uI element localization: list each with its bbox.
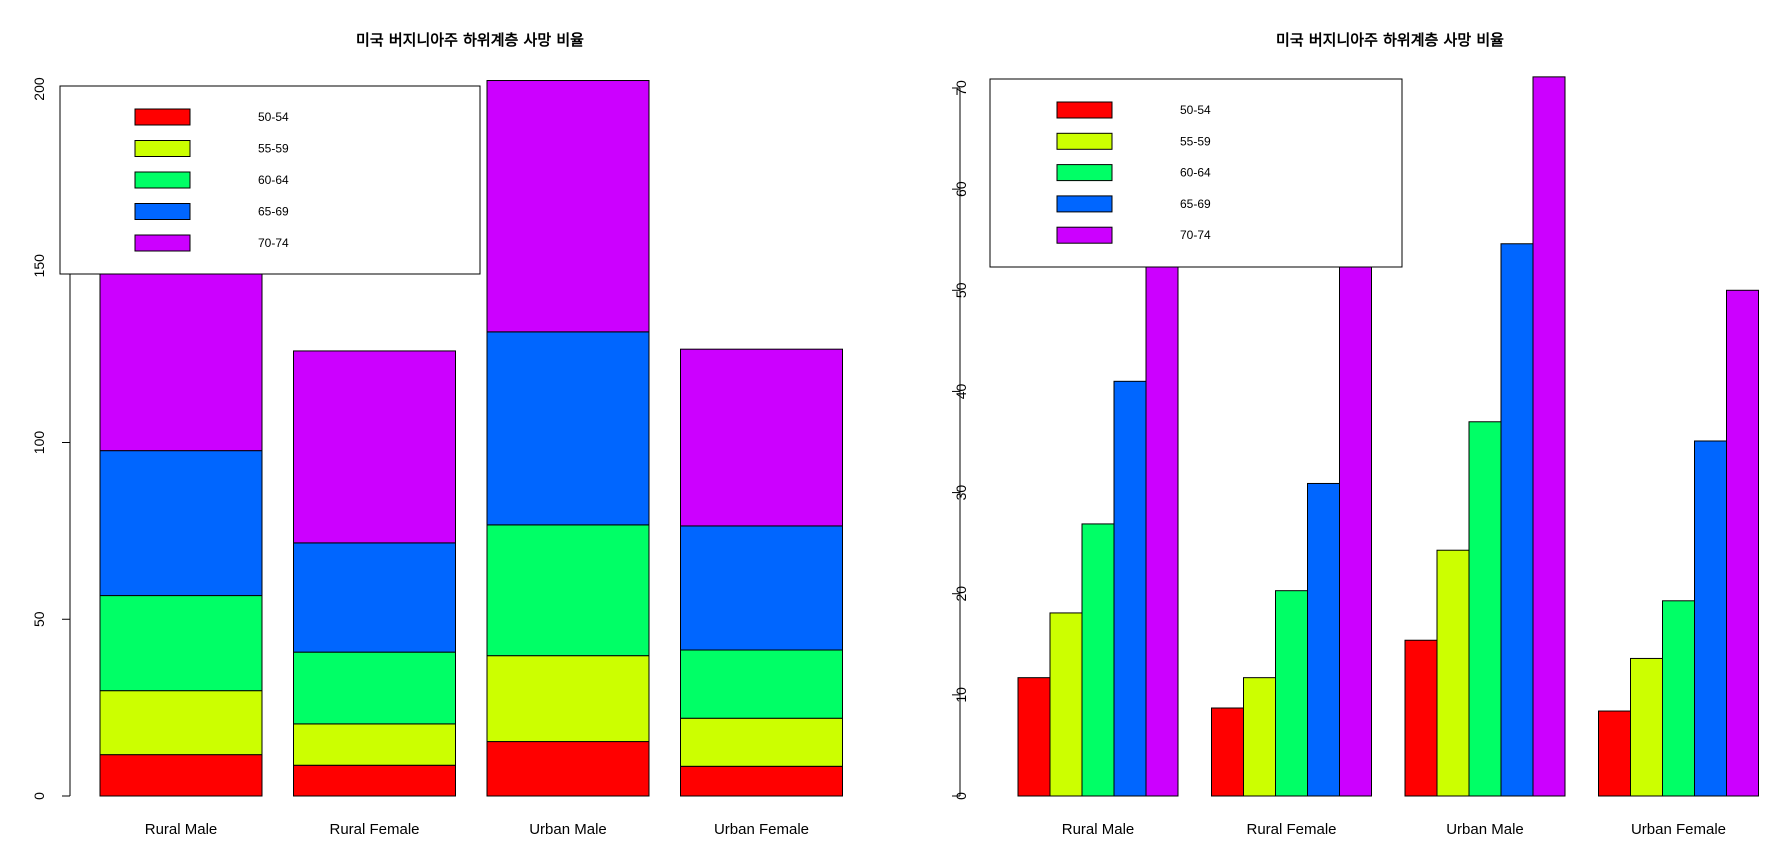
bar-urban-male-65-69: [486, 331, 650, 526]
bar-urban-male-55-59: [486, 655, 650, 743]
y-tick-label: 30: [953, 485, 969, 501]
y-tick-label: 200: [31, 77, 47, 101]
x-category-label: Rural Female: [1246, 821, 1336, 838]
bar-rural-female-70-74: [293, 350, 456, 544]
y-tick-label: 0: [953, 792, 969, 800]
bar-rural-female-65-69: [1307, 482, 1340, 797]
bar-rural-male-65-69: [99, 450, 263, 597]
bar-urban-female-50-54: [680, 765, 843, 797]
x-category-label: Rural Male: [145, 821, 218, 838]
grouped-bars: [1017, 76, 1759, 797]
legend: 50-54 55-59 60-64 65-69 70-74: [989, 78, 1403, 268]
x-category-label: Urban Male: [1446, 821, 1524, 838]
legend-swatch-50-54: [134, 108, 191, 126]
chart-title: 미국 버지니아주 하위계층 사망 비율: [1276, 31, 1504, 49]
legend-label: 60-64: [1180, 166, 1211, 180]
y-tick-label: 40: [953, 383, 969, 399]
legend-swatch-70-74: [1056, 226, 1113, 244]
legend-label: 55-59: [1180, 134, 1211, 148]
bar-rural-female-60-64: [293, 651, 456, 725]
x-axis-labels: Rural Male Rural Female Urban Male Urban Fe…: [145, 821, 809, 838]
bar-rural-male-60-64: [99, 595, 263, 692]
bar-rural-male-50-54: [99, 754, 263, 797]
legend-swatch-50-54: [1056, 101, 1113, 119]
legend-box: [59, 85, 481, 275]
bar-urban-male-60-64: [1468, 421, 1502, 797]
x-axis-labels: Rural Male Rural Female Urban Male Urban Fe…: [1062, 821, 1726, 838]
legend-label: 50-54: [258, 110, 289, 124]
stacked-bar-chart: 미국 버지니아주 하위계층 사망 비율 0 50 100 150 200 Rural M…: [31, 31, 843, 838]
y-tick-label: 60: [953, 181, 969, 197]
legend-swatch-65-69: [134, 203, 191, 220]
legend: 50-54 55-59 60-64 65-69 70-74: [59, 85, 481, 275]
legend-swatch-55-59: [1056, 132, 1113, 150]
y-tick-label: 20: [953, 586, 969, 602]
x-category-label: Urban Male: [529, 821, 607, 838]
bar-urban-female-60-64: [680, 649, 843, 719]
legend-swatch-65-69: [1056, 195, 1113, 213]
bar-rural-female-50-54: [1211, 707, 1244, 797]
bar-rural-female-70-74: [1339, 246, 1372, 797]
bar-urban-female-50-54: [1598, 710, 1631, 797]
y-tick-label: 0: [31, 792, 47, 800]
bar-rural-male-55-59: [99, 690, 263, 756]
legend-label: 70-74: [258, 236, 289, 250]
bar-urban-female-65-69: [1694, 440, 1727, 797]
bar-urban-female-55-59: [680, 717, 843, 767]
bar-rural-male-65-69: [1113, 380, 1147, 797]
bar-rural-male-50-54: [1017, 677, 1051, 797]
y-tick-label: 150: [31, 254, 47, 278]
y-tick-label: 100: [31, 431, 47, 455]
y-tick-label: 70: [953, 80, 969, 96]
bar-urban-female-70-74: [1726, 289, 1759, 797]
bar-rural-female-50-54: [293, 764, 456, 797]
bar-urban-male-50-54: [486, 741, 650, 797]
y-tick-label: 50: [31, 611, 47, 627]
legend-label: 70-74: [1180, 228, 1211, 242]
bar-urban-male-50-54: [1404, 639, 1438, 797]
x-category-label: Urban Female: [714, 821, 809, 838]
bar-urban-female-55-59: [1630, 657, 1663, 797]
bar-urban-male-55-59: [1436, 549, 1470, 797]
bar-urban-male-60-64: [486, 524, 650, 657]
legend-label: 60-64: [258, 173, 289, 187]
x-category-label: Urban Female: [1631, 821, 1726, 838]
bar-rural-female-65-69: [293, 542, 456, 653]
bar-urban-female-65-69: [680, 525, 843, 651]
legend-swatch-55-59: [134, 140, 191, 157]
y-tick-label: 10: [953, 687, 969, 703]
legend-swatch-60-64: [134, 171, 191, 189]
legend-label: 55-59: [258, 142, 289, 156]
legend-swatch-70-74: [134, 234, 191, 252]
grouped-bar-chart: 미국 버지니아주 하위계층 사망 비율 0 10 20 30 40 50 60 70 Rura…: [952, 31, 1759, 838]
bar-rural-female-55-59: [1243, 677, 1276, 797]
bar-rural-female-60-64: [1275, 590, 1308, 797]
bar-rural-male-60-64: [1081, 523, 1115, 797]
legend-swatch-60-64: [1056, 164, 1113, 182]
legend-label: 65-69: [258, 205, 289, 219]
x-category-label: Rural Male: [1062, 821, 1135, 838]
legend-label: 65-69: [1180, 197, 1211, 211]
y-axis: 0 10 20 30 40 50 60 70: [952, 80, 969, 800]
bar-urban-male-70-74: [1532, 76, 1566, 797]
bar-urban-male-65-69: [1500, 243, 1534, 797]
x-category-label: Rural Female: [329, 821, 419, 838]
bar-urban-female-60-64: [1662, 600, 1695, 797]
bar-rural-female-55-59: [293, 723, 456, 766]
chart-title: 미국 버지니아주 하위계층 사망 비율: [356, 31, 584, 49]
bar-rural-male-55-59: [1049, 612, 1083, 797]
legend-label: 50-54: [1180, 103, 1211, 117]
y-tick-label: 50: [953, 282, 969, 298]
bar-urban-female-70-74: [680, 348, 843, 527]
bar-urban-male-70-74: [486, 80, 650, 333]
